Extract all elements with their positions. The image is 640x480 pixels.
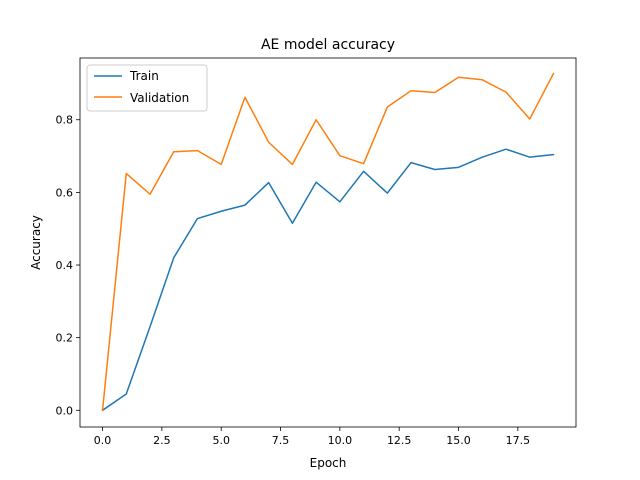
series-line-train [101,148,555,412]
y-tick-label: 0.6 [56,186,74,199]
series-layer [101,72,555,412]
plot-area [80,58,576,427]
legend-label-train: Train [129,69,159,83]
chart-title: AE model accuracy [261,37,395,53]
x-axis-ticks: 0.0 2.5 5.0 7.5 10.0 12.5 15.0 17.5 [94,427,530,447]
x-tick-label: 5.0 [212,434,230,447]
x-tick-label: 17.5 [506,434,531,447]
y-tick-label: 0.0 [56,404,74,417]
x-tick-label: 7.5 [272,434,290,447]
x-axis-label: Epoch [310,456,347,470]
series-line-validation [101,72,555,412]
legend: Train Validation [86,64,208,112]
y-tick-label: 0.8 [56,114,74,127]
y-tick-label: 0.2 [56,332,74,345]
y-axis-ticks: 0.0 0.2 0.4 0.6 0.8 [56,114,80,417]
x-tick-label: 0.0 [94,434,112,447]
x-tick-label: 10.0 [328,434,353,447]
x-tick-label: 12.5 [387,434,412,447]
x-tick-label: 15.0 [446,434,471,447]
y-axis-label: Accuracy [29,215,43,270]
legend-label-validation: Validation [130,91,189,105]
x-tick-label: 2.5 [153,434,171,447]
plot-frame [79,57,577,428]
y-tick-label: 0.4 [56,259,74,272]
